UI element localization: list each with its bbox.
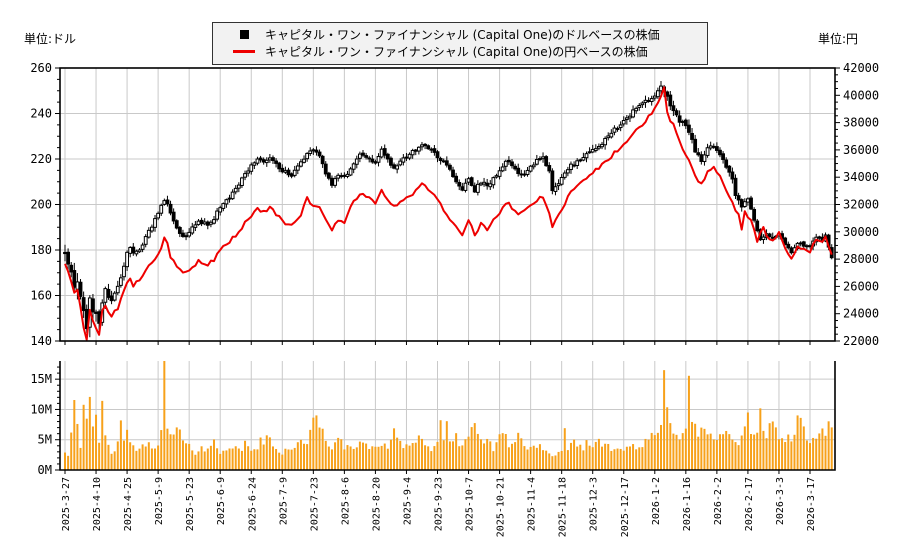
- svg-text:2025-7-23: 2025-7-23: [309, 477, 320, 531]
- right-axis-unit-label: 単位:円: [817, 32, 858, 46]
- svg-text:2025-6-9: 2025-6-9: [216, 477, 227, 525]
- svg-text:220: 220: [30, 152, 52, 166]
- svg-text:2026-3-3: 2026-3-3: [775, 477, 786, 525]
- svg-text:2025-6-24: 2025-6-24: [247, 477, 258, 531]
- svg-text:24000: 24000: [843, 307, 879, 321]
- legend-row-jpy: キャピタル・ワン・ファイナンシャル (Capital One)の円ベースの株価: [213, 43, 707, 60]
- svg-text:28000: 28000: [843, 252, 879, 266]
- legend-row-usd: キャピタル・ワン・ファイナンシャル (Capital One)のドルベースの株価: [213, 26, 707, 43]
- svg-text:240: 240: [30, 107, 52, 121]
- svg-text:2025-12-17: 2025-12-17: [620, 477, 631, 537]
- svg-text:260: 260: [30, 61, 52, 75]
- svg-text:0M: 0M: [38, 463, 52, 477]
- svg-text:32000: 32000: [843, 198, 879, 212]
- svg-text:140: 140: [30, 334, 52, 348]
- svg-text:2026-3-17: 2026-3-17: [806, 477, 817, 531]
- svg-text:2025-4-25: 2025-4-25: [123, 477, 134, 531]
- svg-text:2025-3-27: 2025-3-27: [61, 477, 72, 531]
- legend-label-jpy: キャピタル・ワン・ファイナンシャル (Capital One)の円ベースの株価: [265, 45, 648, 59]
- svg-text:2025-10-21: 2025-10-21: [496, 477, 507, 537]
- svg-text:5M: 5M: [38, 433, 52, 447]
- svg-text:160: 160: [30, 289, 52, 303]
- svg-text:42000: 42000: [843, 61, 879, 75]
- svg-text:2025-10-7: 2025-10-7: [465, 477, 476, 531]
- svg-text:2025-7-9: 2025-7-9: [278, 477, 289, 525]
- svg-text:2026-1-2: 2026-1-2: [651, 477, 662, 525]
- svg-text:36000: 36000: [843, 143, 879, 157]
- svg-text:40000: 40000: [843, 88, 879, 102]
- svg-text:34000: 34000: [843, 170, 879, 184]
- svg-text:2025-11-18: 2025-11-18: [558, 477, 569, 537]
- svg-text:2025-5-9: 2025-5-9: [154, 477, 165, 525]
- svg-text:38000: 38000: [843, 116, 879, 130]
- black-square-icon: [229, 30, 259, 39]
- svg-text:2025-9-4: 2025-9-4: [402, 477, 413, 525]
- svg-text:2025-11-4: 2025-11-4: [527, 477, 538, 531]
- svg-text:15M: 15M: [30, 372, 52, 386]
- svg-text:2025-5-23: 2025-5-23: [185, 477, 196, 531]
- left-axis-unit-label: 単位:ドル: [24, 32, 77, 46]
- svg-text:2026-1-16: 2026-1-16: [682, 477, 693, 531]
- svg-text:2025-8-20: 2025-8-20: [371, 477, 382, 531]
- red-line-icon: [229, 50, 259, 53]
- svg-text:26000: 26000: [843, 279, 879, 293]
- svg-text:200: 200: [30, 198, 52, 212]
- legend-label-usd: キャピタル・ワン・ファイナンシャル (Capital One)のドルベースの株価: [265, 28, 660, 42]
- svg-text:2025-4-10: 2025-4-10: [92, 477, 103, 531]
- svg-text:2025-12-3: 2025-12-3: [589, 477, 600, 531]
- svg-text:22000: 22000: [843, 334, 879, 348]
- svg-text:10M: 10M: [30, 402, 52, 416]
- svg-text:2025-8-6: 2025-8-6: [340, 477, 351, 525]
- svg-text:2026-2-17: 2026-2-17: [744, 477, 755, 531]
- svg-text:2026-2-2: 2026-2-2: [713, 477, 724, 525]
- svg-text:2025-9-23: 2025-9-23: [434, 477, 445, 531]
- svg-text:180: 180: [30, 243, 52, 257]
- svg-text:30000: 30000: [843, 225, 879, 239]
- legend: キャピタル・ワン・ファイナンシャル (Capital One)のドルベースの株価…: [212, 22, 708, 65]
